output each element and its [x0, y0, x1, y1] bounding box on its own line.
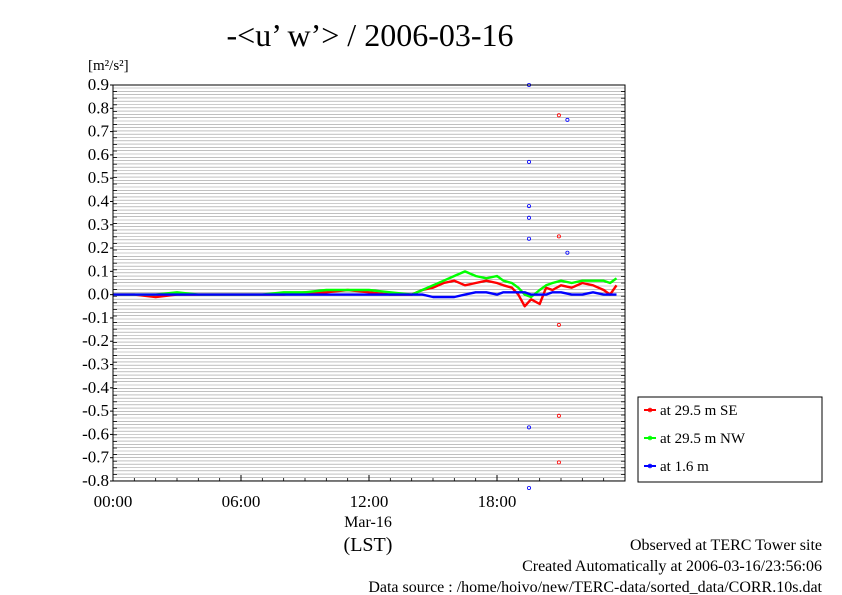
y-tick-label: -0.3 — [82, 355, 109, 374]
scatter-point — [565, 117, 570, 122]
scatter-points — [527, 83, 570, 490]
x-tick-label: 06:00 — [222, 492, 261, 511]
scatter-point — [556, 234, 561, 239]
scatter-point — [527, 236, 532, 241]
y-tick-label: 0.5 — [88, 168, 109, 187]
y-tick-label: -0.8 — [82, 471, 109, 490]
plot-frame — [112, 84, 626, 482]
legend-box — [637, 396, 823, 483]
series-line-2 — [113, 270, 618, 299]
series-lines — [113, 270, 618, 308]
y-tick-label: 0.2 — [88, 238, 109, 257]
x-tick-label: 18:00 — [478, 492, 517, 511]
x-unit-label: (LST) — [344, 534, 393, 556]
y-axis-label: [m²/s²] — [88, 58, 129, 74]
y-tick-label: 0.4 — [88, 192, 110, 211]
legend: at 29.5 m SE at 29.5 m NW at 1.6 m — [637, 396, 823, 483]
y-tick-label: -0.7 — [82, 448, 109, 467]
scatter-point — [556, 322, 561, 327]
y-tick-label: 0.0 — [88, 285, 109, 304]
y-tick-label: -0.4 — [82, 378, 109, 397]
series-line-3 — [113, 291, 617, 299]
scatter-point — [527, 159, 532, 164]
y-tick-label: 0.8 — [88, 98, 109, 117]
y-tick-label: -0.2 — [82, 331, 109, 350]
scatter-point — [556, 113, 561, 118]
y-tick-label: -0.6 — [82, 424, 109, 443]
footer-datasource: Data source : /home/hoivo/new/TERC-data/… — [368, 579, 822, 595]
x-tick-labels: 00:00 06:00 12:00 18:00 — [94, 475, 626, 511]
scatter-point — [527, 204, 532, 209]
scatter-point — [527, 425, 532, 430]
legend-label: at 29.5 m SE — [660, 403, 738, 419]
scatter-point — [565, 250, 570, 255]
y-tick-label: 0.9 — [88, 75, 109, 94]
y-tick-label: 0.6 — [88, 145, 109, 164]
y-tick-label: 0.3 — [88, 215, 109, 234]
y-tick-label: 0.1 — [88, 261, 109, 280]
legend-marker — [647, 407, 653, 413]
x-tick-label: 00:00 — [94, 492, 133, 511]
scatter-point — [556, 460, 561, 465]
footer-created: Created Automatically at 2006-03-16/23:5… — [522, 558, 822, 575]
legend-marker — [647, 463, 653, 469]
y-tick-label: -0.5 — [82, 401, 109, 420]
y-tick-label: 0.7 — [88, 122, 110, 141]
legend-marker — [647, 435, 653, 441]
x-date-label: Mar-16 — [344, 514, 392, 531]
footer-observed: Observed at TERC Tower site — [630, 537, 822, 554]
y-tick-label: -0.1 — [82, 308, 109, 327]
legend-label: at 29.5 m NW — [660, 431, 746, 447]
scatter-point — [527, 485, 532, 490]
chart-title: -<u’ w’> / 2006-03-16 — [227, 17, 514, 53]
scatter-point — [556, 413, 561, 418]
x-tick-label: 12:00 — [350, 492, 389, 511]
y-tick-labels: 0.9 0.8 0.7 0.6 0.5 0.4 0.3 0.2 0.1 0.0 -0.1 -0.2 -0… — [82, 75, 625, 490]
scatter-point — [527, 215, 532, 220]
legend-label: at 1.6 m — [660, 459, 709, 475]
